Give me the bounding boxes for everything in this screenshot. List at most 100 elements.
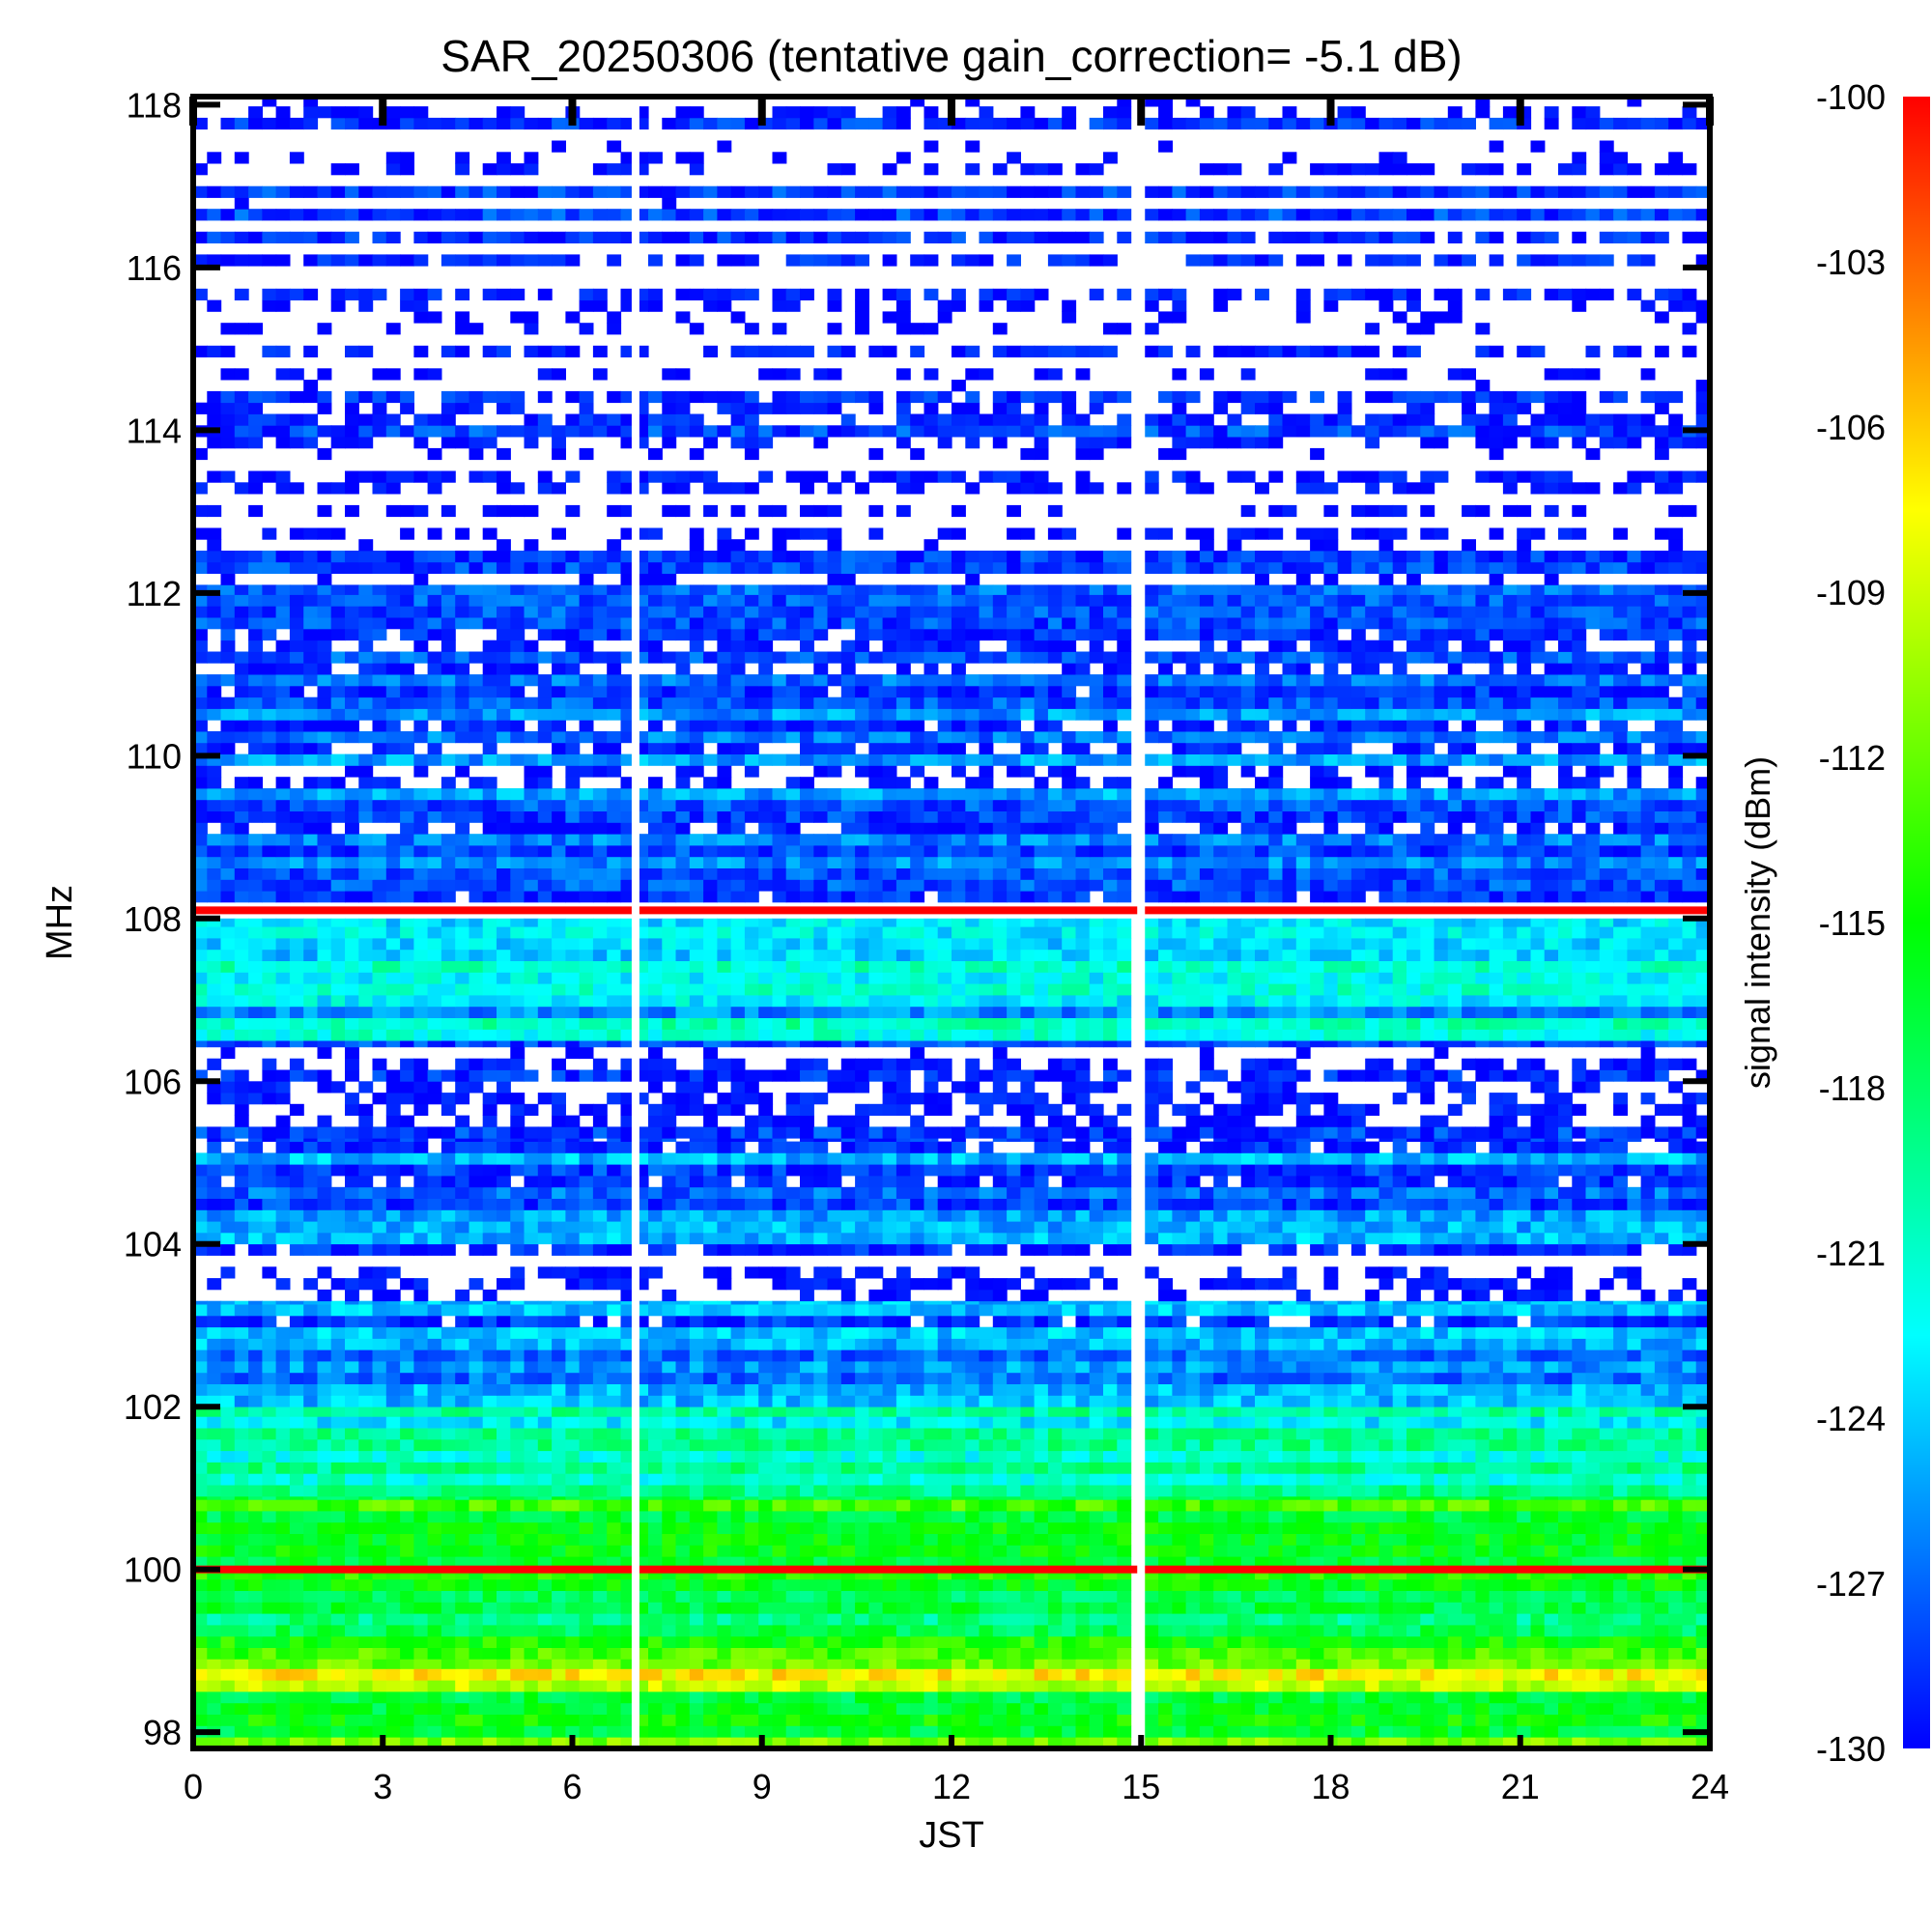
heatmap-cell — [1420, 1521, 1435, 1534]
heatmap-cell — [440, 1383, 456, 1396]
heatmap-cell — [220, 1361, 236, 1374]
heatmap-cell — [1034, 1372, 1049, 1384]
heatmap-cell — [1682, 1278, 1697, 1291]
heatmap-cell — [1434, 1278, 1449, 1291]
heatmap-cell — [469, 1613, 484, 1626]
heatmap-cell — [1062, 1473, 1077, 1486]
heatmap-cell — [234, 1737, 249, 1748]
heatmap-cell — [455, 1647, 470, 1660]
heatmap-cell — [289, 1338, 304, 1350]
heatmap-cell — [248, 1714, 263, 1726]
heatmap-cell — [730, 1495, 746, 1500]
heatmap-cell — [303, 1590, 319, 1603]
heatmap-cell — [1378, 1372, 1394, 1384]
heatmap-cell — [1103, 1495, 1118, 1500]
heatmap-cell — [1295, 1383, 1311, 1396]
heatmap-cell — [537, 1438, 553, 1452]
heatmap-cell — [289, 1406, 304, 1417]
heatmap-cell — [1172, 1473, 1187, 1486]
heatmap-cell — [1517, 1304, 1532, 1317]
heatmap-cell — [882, 1300, 897, 1305]
heatmap-cell — [785, 1691, 801, 1704]
heatmap-cell — [620, 1338, 636, 1350]
heatmap-cell — [1475, 1725, 1491, 1738]
heatmap-cell — [1406, 1556, 1421, 1569]
heatmap-cell — [1502, 1383, 1518, 1396]
heatmap-cell — [1682, 1428, 1697, 1440]
heatmap-cell — [1062, 1725, 1077, 1738]
heatmap-cell — [717, 1416, 732, 1429]
heatmap-cell — [1668, 1406, 1684, 1417]
heatmap-cell — [1089, 1590, 1104, 1603]
heatmap-cell — [1089, 1680, 1104, 1692]
heatmap-cell — [552, 1680, 566, 1692]
heatmap-cell — [413, 1590, 429, 1603]
heatmap-cell — [1075, 1395, 1091, 1407]
heatmap-cell — [1489, 1691, 1504, 1704]
heatmap-cell — [510, 1613, 526, 1626]
heatmap-cell — [1502, 1278, 1518, 1291]
heatmap-cell — [662, 1556, 677, 1569]
heatmap-cell — [1378, 1533, 1394, 1546]
heatmap-cell — [1047, 1304, 1063, 1317]
heatmap-cell — [855, 1521, 869, 1534]
heatmap-cell — [1075, 1462, 1091, 1474]
heatmap-cell — [1350, 1680, 1366, 1692]
heatmap-cell — [965, 1691, 980, 1704]
heatmap-cell — [1585, 1602, 1601, 1614]
heatmap-cell — [703, 1361, 718, 1374]
heatmap-cell — [1007, 1533, 1021, 1546]
heatmap-cell — [1530, 1485, 1546, 1497]
heatmap-cell — [1378, 1406, 1394, 1417]
heatmap-cell — [385, 1691, 401, 1704]
heatmap-cell — [358, 1361, 374, 1374]
heatmap-cell — [220, 1647, 236, 1660]
heatmap-cell — [965, 1659, 980, 1669]
heatmap-cell — [1227, 1395, 1242, 1407]
heatmap-cell — [1585, 1556, 1601, 1569]
heatmap-cell — [1047, 1485, 1063, 1497]
heatmap-cell — [1337, 1578, 1352, 1591]
heatmap-cell — [400, 1659, 414, 1669]
heatmap-cell — [1462, 1361, 1476, 1374]
heatmap-cell — [1075, 1326, 1091, 1339]
heatmap-cell — [1420, 1372, 1435, 1384]
heatmap-cell — [1185, 1300, 1201, 1305]
heatmap-cell — [1075, 1590, 1091, 1603]
heatmap-cell — [1185, 1680, 1201, 1692]
heatmap-cell — [455, 1315, 470, 1328]
heatmap-cell — [234, 1511, 249, 1523]
heatmap-cell — [455, 1521, 470, 1534]
heatmap-cell — [289, 1315, 304, 1328]
heatmap-cell — [262, 1243, 277, 1256]
heatmap-cell — [1489, 1659, 1504, 1669]
heatmap-cell — [662, 1533, 677, 1546]
heatmap-cell — [1654, 1406, 1669, 1417]
heatmap-cell — [882, 1338, 897, 1350]
heatmap-cell — [937, 1659, 952, 1669]
heatmap-cell — [469, 1350, 484, 1362]
heatmap-cell — [1227, 1300, 1242, 1305]
heatmap-cell — [1172, 1602, 1187, 1614]
heatmap-cell — [965, 1406, 980, 1417]
heatmap-cell — [1295, 1232, 1311, 1245]
heatmap-cell — [1103, 1221, 1118, 1234]
heatmap-cell — [1295, 1647, 1311, 1660]
heatmap-cell — [1434, 1635, 1449, 1648]
heatmap-cell — [1172, 1647, 1187, 1660]
heatmap-cell — [1517, 1602, 1532, 1614]
heatmap-cell — [785, 1602, 801, 1614]
heatmap-cell — [1103, 1462, 1118, 1474]
heatmap-cell — [1502, 1289, 1518, 1302]
heatmap-cell — [400, 1556, 414, 1569]
heatmap-cell — [1668, 1702, 1684, 1715]
heatmap-cell — [1392, 1326, 1407, 1339]
heatmap-cell — [579, 1659, 594, 1669]
heatmap-cell — [524, 1428, 539, 1440]
heatmap-cell — [648, 1361, 663, 1374]
heatmap-cell — [1310, 1300, 1324, 1305]
heatmap-cell — [937, 1635, 952, 1648]
heatmap-cell — [1462, 1428, 1476, 1440]
heatmap-cell — [1462, 1737, 1476, 1748]
heatmap-cell — [1682, 1680, 1697, 1692]
